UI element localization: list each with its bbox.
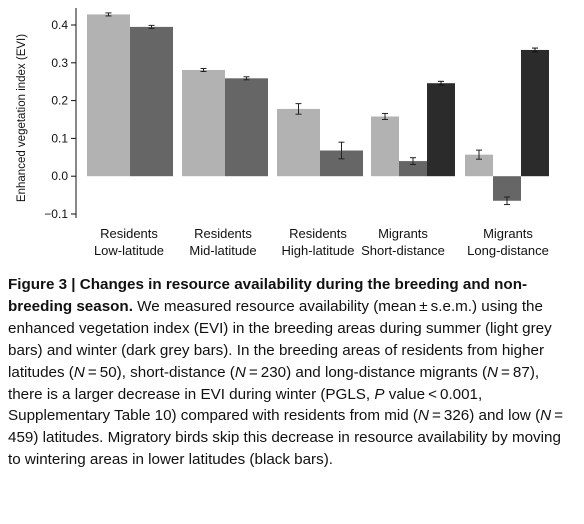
- bar-breeding_summer: [371, 116, 399, 177]
- caption-title: Figure 3 | Changes in resource availabil…: [8, 276, 528, 315]
- bar-breeding_winter: [225, 78, 268, 177]
- x-category-label: Residents: [100, 226, 158, 241]
- y-axis-title: Enhanced vegetation index (EVI): [16, 34, 28, 202]
- x-axis-labels: Residents Low-latitude Residents Mid-latitu…: [94, 226, 549, 258]
- x-category-label: High-latitude: [282, 243, 355, 258]
- caption-text: = 50), short-distance (: [84, 363, 235, 381]
- y-tick-label: 0.2: [51, 94, 68, 108]
- figure-caption: Figure 3 | Changes in resource availabil…: [8, 274, 576, 471]
- evi-bar-chart: −0.1 0.0 0.1 0.2 0.3 0.4 Residents Low-latitud…: [16, 8, 549, 258]
- caption-text: = 459) latitudes. Migratory birds skip t…: [8, 407, 567, 469]
- caption-text: value < 0.001, Supplementary Table 10) c…: [8, 385, 483, 425]
- caption-text: = 87), there is a larger decrease in EVI…: [8, 363, 540, 403]
- x-category-label: Long-distance: [467, 243, 549, 258]
- bars-group: [87, 12, 549, 206]
- y-tick-label: −0.1: [44, 207, 68, 221]
- x-category-label: Migrants: [378, 226, 428, 241]
- x-category-label: Short-distance: [361, 243, 445, 258]
- caption-n-mid: N: [417, 407, 429, 425]
- y-tick-label: 0.3: [51, 56, 68, 70]
- caption-n-long: N: [487, 363, 498, 381]
- bar-breeding_winter: [399, 161, 427, 177]
- caption-p-value: P: [374, 385, 385, 403]
- x-category-label: Residents: [194, 226, 252, 241]
- bar-wintering_area: [427, 83, 455, 177]
- y-axis: −0.1 0.0 0.1 0.2 0.3 0.4: [44, 8, 77, 221]
- x-category-label: Mid-latitude: [189, 243, 256, 258]
- caption-text: = 230) and long-distance migrants (: [245, 363, 488, 381]
- bar-breeding_summer: [182, 69, 225, 177]
- bar-breeding_winter: [130, 26, 173, 177]
- y-tick-label: 0.4: [51, 18, 68, 32]
- x-category-label: Residents: [289, 226, 347, 241]
- caption-n-short: N: [234, 363, 246, 381]
- bar-breeding_summer: [465, 154, 493, 177]
- caption-n-low: N: [540, 407, 552, 425]
- y-tick-label: 0.1: [51, 131, 68, 145]
- bar-breeding_summer: [277, 108, 320, 177]
- y-tick-label: 0.0: [51, 169, 68, 183]
- x-category-label: Low-latitude: [94, 243, 164, 258]
- x-category-label: Migrants: [483, 226, 533, 241]
- bar-breeding_summer: [87, 14, 130, 177]
- caption-n-high: N: [73, 363, 85, 381]
- caption-text: = 326) and low (: [428, 407, 541, 425]
- caption-text: We measured resource availability (mean …: [8, 297, 552, 381]
- bar-wintering_area: [521, 49, 549, 177]
